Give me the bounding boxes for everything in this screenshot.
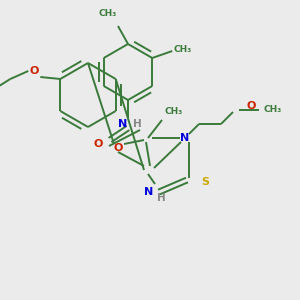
Text: N: N [144, 187, 154, 197]
Text: H: H [157, 193, 165, 203]
Text: H: H [133, 119, 141, 129]
Text: CH₃: CH₃ [165, 107, 183, 116]
Text: N: N [118, 119, 127, 129]
Text: S: S [201, 177, 209, 187]
Text: O: O [93, 139, 103, 149]
Text: CH₃: CH₃ [99, 10, 117, 19]
Text: O: O [30, 66, 39, 76]
Text: O: O [246, 101, 256, 111]
Text: O: O [113, 143, 123, 153]
Text: CH₃: CH₃ [264, 106, 282, 115]
Text: CH₃: CH₃ [173, 44, 191, 53]
Text: N: N [180, 133, 190, 143]
